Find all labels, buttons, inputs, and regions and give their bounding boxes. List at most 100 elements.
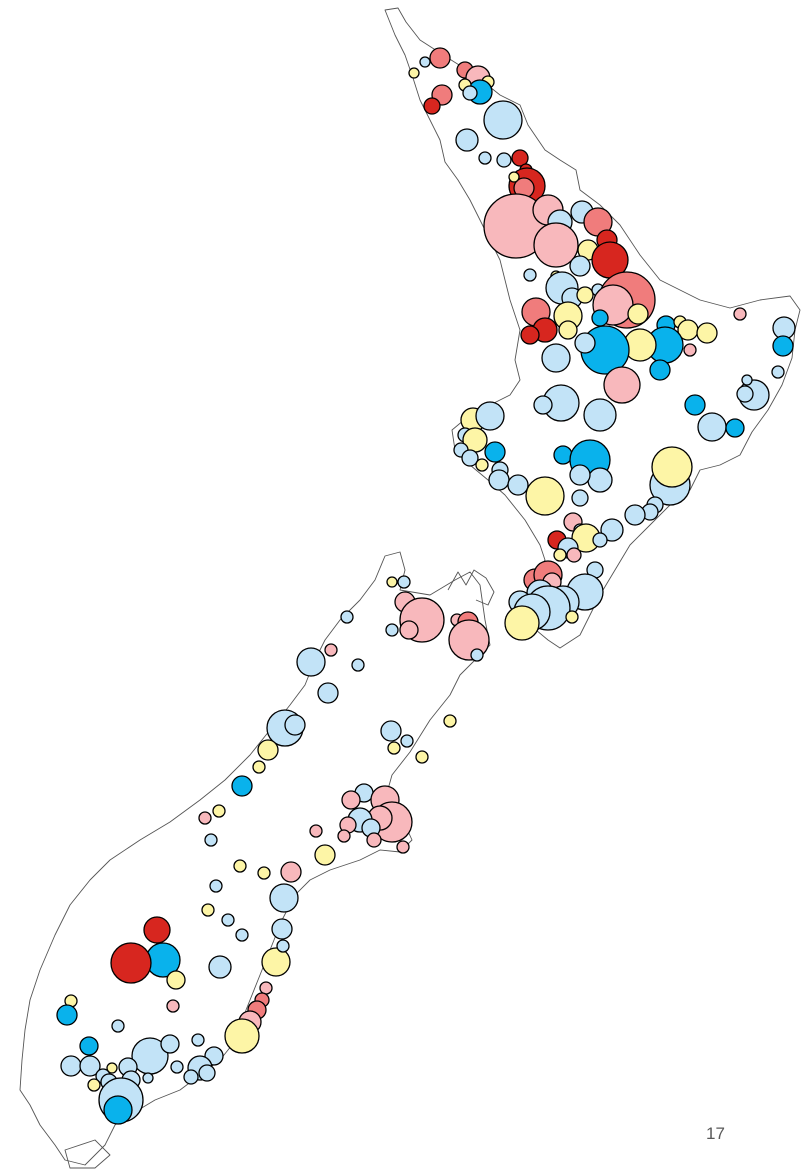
data-circle-light-blue [697,412,727,442]
data-circle-light-blue [488,469,510,491]
data-circle-yellow [257,866,271,880]
data-circle-light-blue [496,152,512,168]
data-circle-yellow [387,741,401,755]
data-circle-pink [198,811,212,825]
data-circle-yellow [233,859,247,873]
data-circle-yellow [696,322,718,344]
stewart-island-coastline [64,1139,111,1169]
data-circle-blue [649,359,671,381]
data-circle-light-blue [235,928,249,942]
data-circle-light-blue [475,401,505,431]
data-circle-pink [683,343,697,357]
data-circle-light-blue [276,939,290,953]
data-circle-pink [166,999,180,1013]
data-circle-light-blue [470,648,484,662]
data-circle-yellow [212,804,226,818]
data-circle-light-blue [483,100,523,140]
data-circle-light-blue [111,1019,125,1033]
data-circle-light-blue [60,1055,82,1077]
marlborough-sounds-coastline [447,569,495,606]
data-circle-pink [399,620,419,640]
data-circle-light-blue [204,833,218,847]
data-circle-light-blue [160,1034,180,1054]
data-circle-yellow [508,171,520,183]
data-circle-light-blue [380,720,402,742]
data-circle-light-blue [571,489,589,507]
data-circle-light-blue [462,85,478,101]
data-circle-yellow [558,320,578,340]
data-circle-light-blue [533,395,553,415]
data-circle-pink [603,366,641,404]
data-circle-yellow [386,576,398,588]
data-circle-pink [324,643,338,657]
data-circle-yellow [257,739,279,761]
data-circle-light-blue [296,647,326,677]
data-circle-yellow [106,1062,118,1074]
data-circle-blue [103,1095,133,1125]
data-circle-light-blue [592,532,608,548]
data-circle-light-blue [600,518,624,542]
data-circle-yellow [525,476,565,516]
data-circle-light-blue [340,610,354,624]
data-circle-dark-red [511,149,529,167]
data-circle-light-blue [191,1033,205,1047]
data-circle-light-blue [736,385,754,403]
data-circle-light-blue [574,332,596,354]
data-circle-pink [533,222,579,268]
data-circle-yellow [201,903,215,917]
data-circle-light-blue [284,714,306,736]
data-circle-pink [309,824,323,838]
data-circle-blue [56,1004,78,1026]
data-circle-yellow [627,303,649,325]
data-circle-light-blue [419,56,431,68]
data-circle-light-blue [271,918,293,940]
data-circle-yellow [576,286,594,304]
data-circle-red [429,47,451,69]
data-dots-layer [56,47,796,1125]
data-circle-light-blue [317,682,339,704]
data-circle-yellow [651,446,693,488]
data-circle-light-blue [269,883,299,913]
data-circle-pink [280,861,302,883]
data-circle-pink [259,981,273,995]
data-circle-yellow [252,760,266,774]
data-circle-light-blue [79,1055,101,1077]
data-circle-light-blue [569,255,591,277]
data-circle-yellow [553,548,567,562]
south-island-coastline [19,551,491,1166]
data-circle-yellow [314,844,336,866]
data-circle-light-blue [397,575,411,589]
data-circle-blue [684,394,706,416]
data-circle-blue [591,309,609,327]
data-circle-light-blue [741,374,753,386]
data-circle-light-blue [351,658,365,672]
data-circle-yellow [261,947,291,977]
data-circle-light-blue [507,474,529,496]
data-circle-light-blue [142,1072,154,1084]
data-circle-blue [725,418,745,438]
data-circle-light-blue [183,1069,199,1085]
data-circle-yellow [166,970,186,990]
coastline [19,7,801,1169]
data-circle-pink [341,790,361,810]
data-circle-pink [733,307,747,321]
data-circle-light-blue [478,151,492,165]
data-circle-pink [396,840,410,854]
data-circle-light-blue [209,879,223,893]
data-circle-light-blue [385,623,399,637]
data-circle-light-blue [461,449,479,467]
data-circle-light-blue [541,343,571,373]
data-circle-dark-red [110,942,152,984]
data-circle-dark-red [143,916,171,944]
data-circle-blue [484,441,506,463]
page-number: 17 [706,1124,725,1143]
data-circle-blue [79,1036,99,1056]
data-circle-blue [772,335,794,357]
data-circle-yellow [504,605,540,641]
data-circle-light-blue [170,1060,184,1074]
data-circle-light-blue [583,398,617,432]
data-circle-light-blue [400,734,414,748]
north-island-coastline [384,7,801,649]
data-circle-yellow [408,67,420,79]
